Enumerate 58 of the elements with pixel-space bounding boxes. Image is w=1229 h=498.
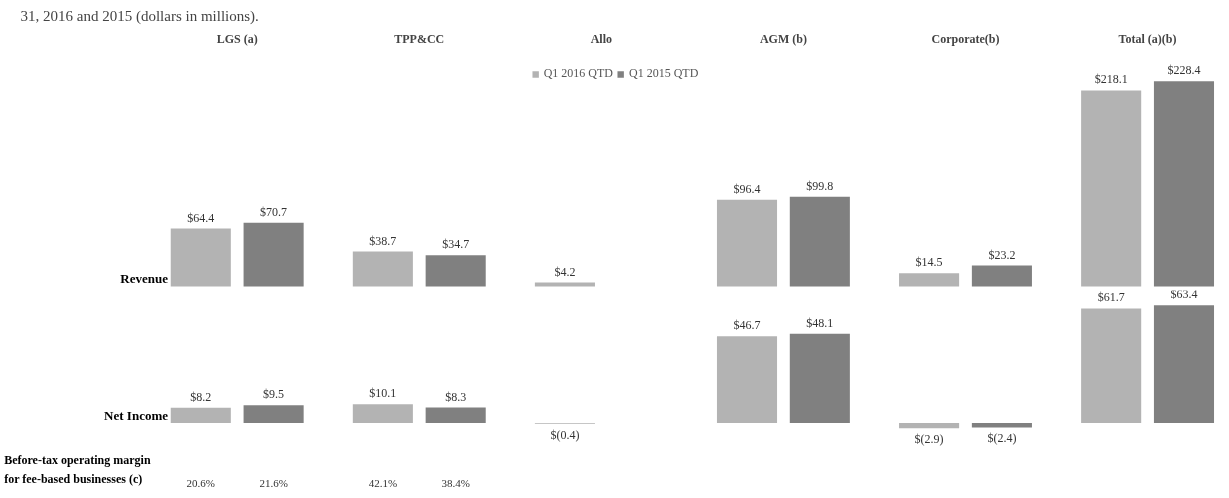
data-label: $(0.4) [550,427,580,442]
bar [1153,81,1215,287]
data-label: $23.2 [988,247,1016,262]
x-tick-label: LGS (a) [216,31,258,46]
chart-title: 31, 2016 and 2015 (dollars in millions). [20,7,259,25]
bar [1081,90,1142,287]
bar [716,199,778,287]
data-label: $70.7 [260,204,288,219]
bar [971,422,1032,428]
data-label: $4.2 [554,264,576,279]
x-tick-label: TPP&CC [394,31,445,46]
text: Before-tax operating margin for fee-based businesses (c) [4,452,151,487]
bar [243,405,304,423]
data-label: $48.1 [806,315,834,330]
data-label: $8.2 [190,389,212,404]
text: 21.6% [259,476,288,489]
data-label: $64.4 [187,210,215,225]
data-label: $99.8 [806,178,834,193]
data-label: $14.5 [915,255,943,270]
text: 42.1% [368,476,398,489]
bar [971,265,1032,287]
bar [1081,308,1142,423]
bar [789,333,850,423]
legend-label: Q1 2016 QTD [543,66,613,81]
data-label: $8.3 [445,389,467,404]
x-tick-label: Corporate(b) [931,31,1000,46]
legend-label: Q1 2015 QTD [629,66,699,81]
data-label: $61.7 [1097,290,1125,305]
data-label: $(2.9) [914,432,944,447]
data-label: $10.1 [369,386,397,401]
data-label: $228.4 [1167,63,1201,78]
bar [899,422,960,429]
data-label: $9.5 [263,387,285,402]
bar [425,407,486,423]
text: 20.6% [186,476,215,489]
data-label: $(2.4) [987,431,1017,446]
x-tick-label: AGM (b) [759,31,807,46]
data-label: $46.7 [733,318,761,333]
bar [899,273,960,287]
bar [170,228,231,287]
x-tick-label: Allo [590,31,613,46]
bar [243,222,304,287]
bar [170,407,231,423]
data-label: $63.4 [1170,287,1198,302]
bar [425,255,486,287]
data-label: $34.7 [442,237,470,252]
data-label: $38.7 [369,233,397,248]
data-label: $218.1 [1094,72,1128,87]
bar [352,404,413,423]
y-axis-title: Revenue [120,271,169,287]
text: 38.4% [441,476,470,489]
y-axis-title: Net Income [104,407,169,423]
bar [352,251,413,287]
bar [1153,305,1215,423]
bar [716,336,778,423]
data-label: $96.4 [733,181,761,196]
x-tick-label: Total (a)(b) [1118,31,1177,46]
bar [789,196,850,287]
